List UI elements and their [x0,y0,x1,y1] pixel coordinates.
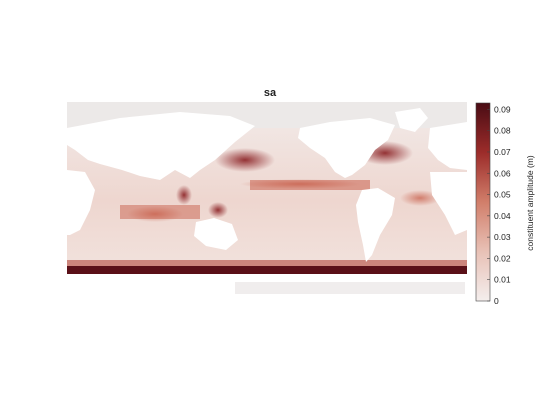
australia-land [194,218,238,250]
colorbar-tick-label: 0.09 [494,104,511,114]
greenland-land [395,108,428,132]
colorbar-tick-label: 0.02 [494,253,511,263]
colorbar-tick-label: 0 [494,296,499,306]
antarctica-land [67,276,467,282]
south-america-land [356,188,395,262]
colorbar-ticks: 0 0.01 0.02 0.03 0.04 0.05 0.06 0.07 0.08 0.09 [487,104,511,306]
colorbar-tick-label: 0.04 [494,211,511,221]
colorbar-tick-label: 0.05 [494,190,511,200]
colorbar-tick-label: 0.08 [494,126,511,136]
north-america-land [298,118,395,178]
colorbar-tick-label: 0.06 [494,168,511,178]
africa-land [430,172,467,235]
europe-land [428,122,467,170]
colorbar-tick-label: 0.07 [494,147,511,157]
colorbar-label: constituent amplitude (m) [525,155,535,251]
eurasia-land [67,112,255,180]
colorbar: 0 0.01 0.02 0.03 0.04 0.05 0.06 0.07 0.08 0.09 [475,102,511,306]
colorbar-gradient [475,102,491,302]
land-masses [67,108,467,282]
map-title: sa [263,87,277,99]
colorbar-tick-label: 0.03 [494,232,511,242]
colorbar-tick-label: 0.01 [494,275,511,285]
